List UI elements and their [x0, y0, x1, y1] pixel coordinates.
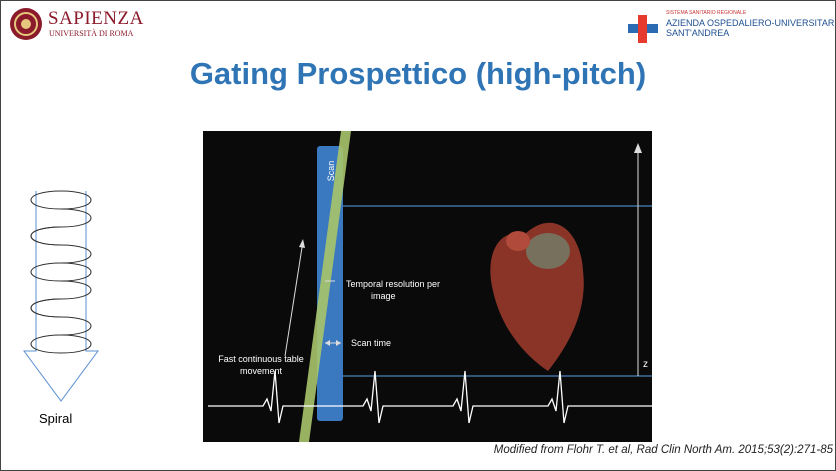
- hospital-top: SISTEMA SANITARIO REGIONALE: [666, 10, 747, 16]
- hospital-name: AZIENDA OSPEDALIERO-UNIVERSITARIA: [666, 18, 836, 28]
- hospital-logo: [628, 15, 658, 43]
- figure: Scan z Temporal resolution per image Scan…: [203, 131, 652, 442]
- z-label: z: [643, 359, 648, 370]
- spiral-label: Spiral: [39, 411, 73, 426]
- table-label: Fast continuous table movement: [218, 354, 304, 376]
- slide-title: Gating Prospettico (high-pitch): [189, 56, 647, 91]
- scan-time-label: Scan time: [351, 338, 391, 348]
- university-sub: UNIVERSITÀ DI ROMA: [49, 29, 134, 38]
- university-name: SAPIENZA: [48, 8, 144, 29]
- sapienza-logo: [10, 8, 42, 40]
- hospital-name: SANT'ANDREA: [666, 28, 730, 38]
- scan-label: Scan: [326, 161, 336, 182]
- temporal-label: Temporal resolution per image: [346, 279, 440, 301]
- spiral-diagram: [23, 190, 99, 402]
- citation: Modified from Flohr T. et al, Rad Clin N…: [493, 444, 833, 456]
